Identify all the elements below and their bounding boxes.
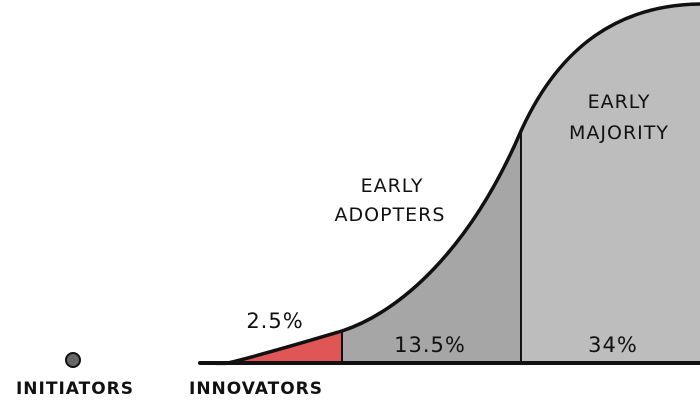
early-adopters-label-line1: EARLY bbox=[361, 175, 424, 197]
early-majority-percentage: 34% bbox=[588, 333, 638, 357]
early-adopters-segment bbox=[342, 131, 521, 363]
early-majority-label-line2: MAJORITY bbox=[569, 122, 669, 144]
early-adopters-label-line2: ADOPTERS bbox=[335, 204, 446, 226]
initiators-dot bbox=[65, 352, 81, 368]
early-majority-segment bbox=[521, 4, 700, 363]
early-adopters-percentage: 13.5% bbox=[394, 333, 466, 357]
early-majority-label-line1: EARLY bbox=[588, 91, 651, 113]
innovators-percentage: 2.5% bbox=[246, 309, 303, 333]
innovators-label: INNOVATORS bbox=[189, 379, 323, 399]
initiators-label: INITIATORS bbox=[16, 379, 134, 399]
innovators-segment bbox=[228, 331, 342, 363]
